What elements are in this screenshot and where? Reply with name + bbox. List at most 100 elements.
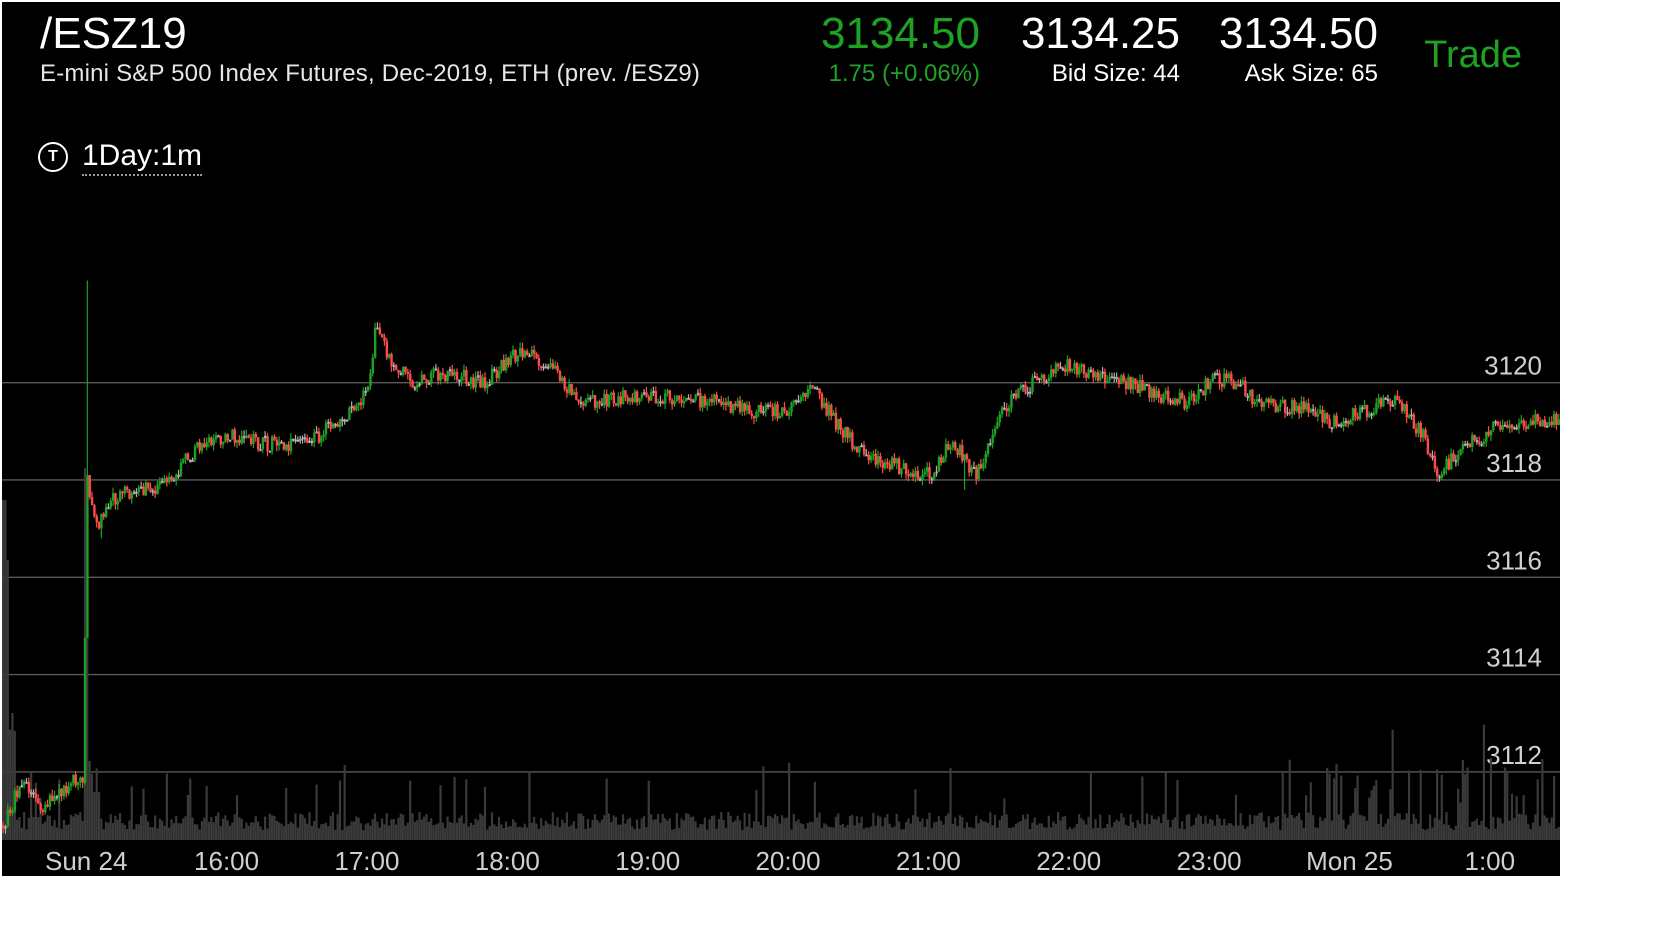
volume-bar bbox=[364, 824, 367, 840]
candle-body bbox=[647, 396, 651, 401]
volume-bar bbox=[271, 815, 274, 840]
candle-body bbox=[715, 394, 718, 400]
volume-bar bbox=[397, 817, 400, 840]
ask-size: Ask Size: 65 bbox=[1244, 60, 1378, 87]
candle-body bbox=[490, 368, 494, 385]
price-chart[interactable]: 3112 3114 3116 3118 3120 Sun 24 16:00 17:00 18:0… bbox=[2, 2, 1560, 876]
candle-body bbox=[210, 437, 213, 446]
candle-body bbox=[720, 401, 723, 405]
volume-bar bbox=[1478, 825, 1481, 840]
volume-bar bbox=[633, 829, 636, 840]
volume-bar bbox=[1176, 779, 1179, 840]
volume-bar bbox=[818, 812, 821, 840]
volume-bar bbox=[1286, 817, 1289, 840]
timeframe-selector[interactable]: T 1Day:1m bbox=[38, 138, 203, 176]
trade-button[interactable]: Trade bbox=[1424, 34, 1522, 76]
candle-body bbox=[731, 403, 735, 413]
candle-body bbox=[467, 383, 470, 386]
candle-body bbox=[172, 479, 176, 482]
candle-body bbox=[575, 392, 578, 400]
volume-bar bbox=[652, 819, 655, 840]
candle-body bbox=[745, 404, 749, 411]
candle-body bbox=[638, 398, 641, 403]
volume-bar bbox=[479, 813, 482, 840]
volume-bar bbox=[1230, 823, 1233, 840]
volume-bar bbox=[706, 829, 709, 840]
candle-body bbox=[142, 486, 145, 496]
volume-bar bbox=[682, 820, 685, 840]
volume-bar bbox=[1099, 814, 1102, 840]
candle-body bbox=[1407, 415, 1411, 418]
volume-bar bbox=[673, 828, 676, 840]
candle-body bbox=[1113, 376, 1116, 379]
candle-body bbox=[48, 795, 52, 807]
candle-body bbox=[902, 463, 906, 470]
candle-body bbox=[1218, 373, 1221, 384]
volume-bar bbox=[991, 825, 994, 840]
candle-body bbox=[359, 402, 363, 406]
candle-body bbox=[1136, 383, 1139, 393]
candle-body bbox=[130, 493, 134, 499]
volume-layer bbox=[2, 468, 1560, 840]
candle-body bbox=[93, 505, 96, 516]
volume-bar bbox=[1213, 825, 1216, 840]
volume-bar bbox=[799, 823, 802, 840]
volume-bar bbox=[717, 819, 721, 840]
volume-bar bbox=[58, 779, 61, 840]
volume-bar bbox=[189, 778, 192, 840]
candle-body bbox=[963, 454, 966, 461]
candle-body bbox=[1506, 424, 1509, 429]
candle-body bbox=[224, 434, 227, 442]
volume-bar bbox=[214, 815, 218, 840]
candle-body bbox=[425, 379, 428, 383]
candle-body bbox=[1127, 376, 1130, 389]
candle-body bbox=[104, 507, 108, 517]
volume-bar bbox=[1307, 812, 1310, 840]
volume-bar bbox=[1143, 824, 1146, 840]
timeframe-label[interactable]: 1Day:1m bbox=[82, 138, 203, 176]
candle-body bbox=[972, 467, 976, 470]
volume-bar bbox=[647, 780, 650, 840]
candle-body bbox=[1419, 422, 1423, 438]
volume-bar bbox=[264, 816, 267, 840]
volume-bar bbox=[1438, 819, 1441, 840]
volume-bar bbox=[420, 819, 423, 840]
volume-bar bbox=[1106, 824, 1109, 840]
volume-bar bbox=[1543, 815, 1546, 840]
volume-bar bbox=[958, 815, 961, 840]
volume-bar bbox=[844, 827, 847, 840]
volume-bar bbox=[741, 829, 744, 840]
volume-bar bbox=[102, 829, 105, 840]
candle-body bbox=[734, 403, 737, 407]
candle-body bbox=[1363, 404, 1366, 409]
volume-bar bbox=[437, 823, 440, 840]
timeframe-icon[interactable]: T bbox=[38, 142, 68, 172]
candle-body bbox=[1365, 404, 1369, 418]
volume-bar bbox=[451, 822, 454, 840]
volume-bar bbox=[1312, 815, 1315, 840]
candle-body bbox=[867, 454, 870, 461]
volume-bar bbox=[989, 812, 992, 840]
volume-bar bbox=[235, 795, 239, 840]
candle-body bbox=[933, 473, 936, 480]
volume-bar bbox=[1012, 827, 1015, 840]
volume-bar bbox=[982, 821, 985, 840]
candle-body bbox=[1096, 372, 1100, 381]
volume-bar bbox=[771, 818, 774, 840]
candle-body bbox=[1272, 398, 1275, 404]
volume-bar bbox=[1501, 823, 1504, 840]
candle-body bbox=[74, 774, 77, 786]
volume-bar bbox=[500, 824, 503, 840]
candle-body bbox=[1391, 404, 1394, 407]
candle-body bbox=[1527, 425, 1530, 429]
candle-body bbox=[60, 788, 63, 797]
candle-body bbox=[1115, 377, 1118, 380]
volume-bar bbox=[130, 786, 133, 840]
candle-body bbox=[254, 433, 258, 438]
candle-body bbox=[1452, 453, 1455, 462]
volume-bar bbox=[488, 825, 491, 840]
candle-body bbox=[280, 441, 283, 444]
candle-body bbox=[799, 397, 803, 402]
candle-body bbox=[1517, 422, 1521, 429]
candle-body bbox=[1145, 384, 1149, 387]
